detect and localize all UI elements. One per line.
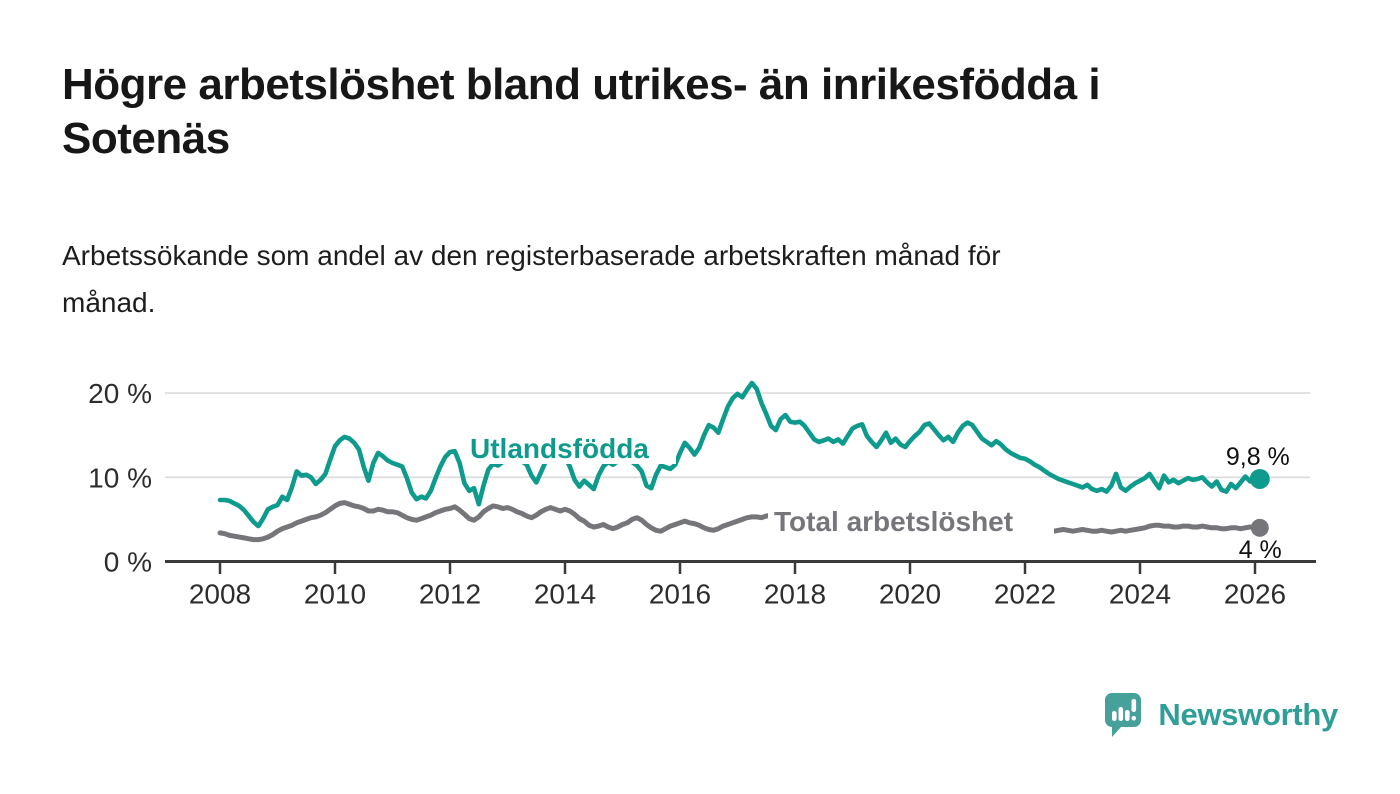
series-label-mask [464, 431, 676, 464]
y-tick-label: 0 % [104, 547, 152, 578]
x-tick-label: 2022 [994, 579, 1056, 610]
newsworthy-logo-icon [1105, 693, 1142, 737]
series-label-utlandsf-dda: Utlandsfödda [470, 433, 649, 464]
series-label-mask [768, 502, 1054, 538]
x-tick-label: 2010 [304, 579, 366, 610]
unemployment-line-chart: 0 % 10 % 20 % 2008 2010 2012 2014 2016 2018 2020 2… [88, 378, 1316, 610]
x-tick-label: 2014 [534, 579, 596, 610]
end-dot-utlandsf-dda [1249, 468, 1270, 489]
logo-bar-3 [1125, 710, 1130, 721]
y-tick-label: 10 % [88, 462, 152, 493]
logo-exclamation-dot [1131, 716, 1137, 721]
x-tick-label: 2016 [649, 579, 711, 610]
logo-bar-2 [1118, 707, 1124, 721]
y-tick-label: 20 % [88, 378, 152, 409]
x-tick-label: 2008 [189, 579, 251, 610]
series-line-total-arbetsl-shet [217, 500, 1263, 543]
newsworthy-branding: Newsworthy [1103, 690, 1338, 740]
x-tick-label: 2024 [1109, 579, 1171, 610]
chart-subtitle: Arbetssökande som andel av den registerb… [62, 240, 1001, 318]
end-value-label-utlandsf-dda: 9,8 % [1226, 443, 1290, 471]
end-value-label-total-arbetsl-shet: 4 % [1239, 536, 1282, 564]
logo-exclamation-bar [1131, 699, 1137, 712]
end-dot-total-arbetsl-shet [1250, 518, 1269, 537]
logo-bar-1 [1112, 711, 1117, 721]
x-tick-label: 2012 [419, 579, 481, 610]
newsworthy-wordmark: Newsworthy [1158, 697, 1338, 732]
series-label-total-arbetsl-shet: Total arbetslöshet [774, 506, 1013, 537]
x-tick-label: 2020 [879, 579, 941, 610]
x-tick-label: 2018 [764, 579, 826, 610]
page-title: Högre arbetslöshet bland utrikes- än inr… [62, 60, 1101, 163]
series-line-utlandsf-dda [217, 380, 1263, 529]
x-tick-label: 2026 [1224, 579, 1286, 610]
